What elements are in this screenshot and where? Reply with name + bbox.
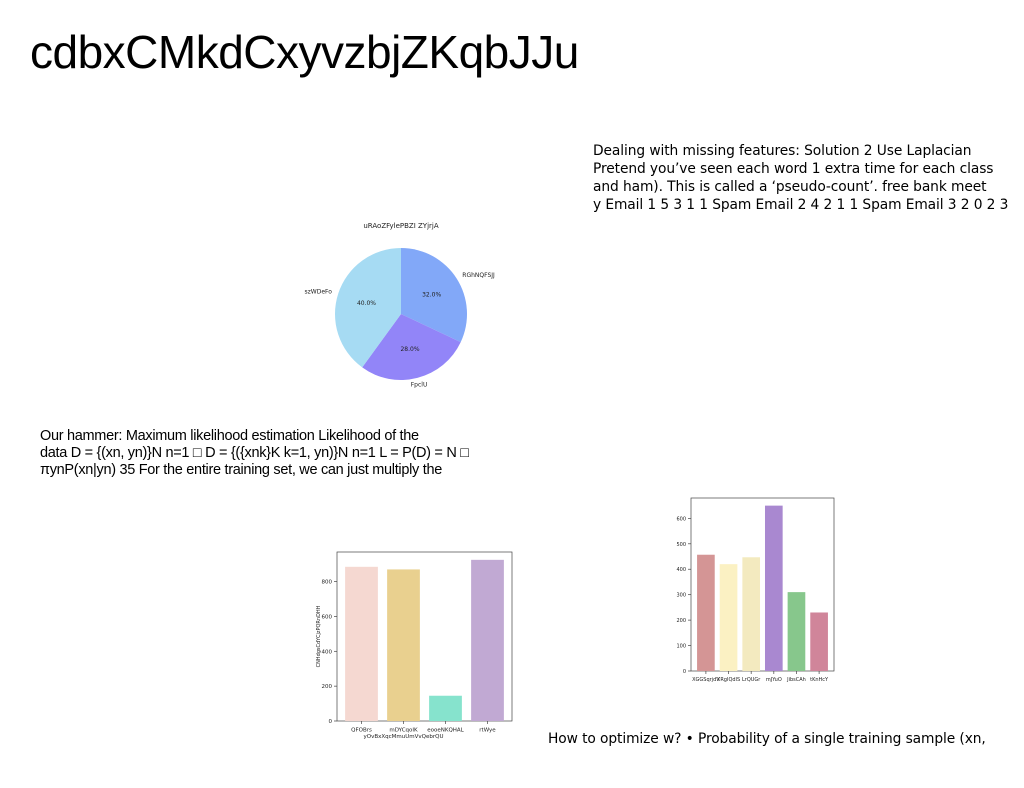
bar (471, 559, 504, 721)
pie-slice (334, 248, 401, 368)
mle-paragraph: Our hammer: Maximum likelihood estimatio… (40, 428, 469, 479)
text-line: data D = {(xn, yn)}N n=1 □ D = {({xnk}K … (40, 445, 469, 461)
x-tick-label: JibsCAh (786, 677, 806, 683)
bar (345, 566, 378, 721)
pie-slice-label: RGhNQFSJJ (462, 272, 495, 279)
text-line: y Email 1 5 3 1 1 Spam Email 2 4 2 1 1 S… (593, 197, 1009, 213)
bar-chart-2-figure: 0 100 200 300 400 500 600 XGGSqrjdV XRgIQdlS LrQU… (670, 494, 840, 686)
y-tick-label: 600 (322, 614, 333, 620)
y-tick-label: 800 (322, 580, 333, 586)
y-tick-label: 0 (683, 669, 686, 675)
x-tick-label: tKnHcY (810, 677, 829, 683)
pie-pct-label: 40.0% (357, 300, 376, 307)
pie-slice (362, 314, 461, 380)
y-tick-label: 500 (676, 542, 686, 548)
text-line: and ham). This is called a ‘pseudo-count… (593, 179, 987, 195)
x-tick-label: rtWye (479, 728, 496, 734)
x-tick-label: QFOBrs (351, 728, 372, 734)
pie-pct-label: 28.0% (400, 346, 419, 353)
page-title: cdbxCMkdCxyvzbjZKqbJJu (30, 26, 579, 78)
y-tick-label: 300 (676, 593, 686, 599)
x-tick-label: LrQUGr (742, 677, 761, 683)
bar (764, 505, 783, 671)
pie-slice-label: FpclU (411, 381, 428, 388)
x-tick-label: XGGSqrjdV (692, 677, 720, 683)
bar (787, 592, 806, 671)
y-tick-label: 400 (676, 567, 686, 573)
pie-slice (401, 248, 467, 343)
text-line: How to optimize w? • Probability of a si… (548, 731, 986, 747)
y-tick-label: 100 (676, 644, 686, 650)
pie-chart: uRAoZFylePBZI ZYjrjA 32.0% RGhNQFSJJ 28.0% F… (305, 222, 496, 388)
text-line: Dealing with missing features: Solution … (593, 143, 972, 159)
laplacian-paragraph: Dealing with missing features: Solution … (593, 142, 1008, 214)
optimize-paragraph: How to optimize w? • Probability of a si… (548, 730, 986, 748)
x-tick-label: yOvBxXqcMmuUmVvQebrQU (364, 734, 444, 740)
pie-title: uRAoZFylePBZI ZYjrjA (363, 222, 438, 230)
text-line: Our hammer: Maximum likelihood estimatio… (40, 428, 419, 444)
bar (429, 695, 462, 721)
x-tick-label: eooeNKQHAL (427, 728, 464, 734)
y-tick-label: 0 (329, 719, 333, 725)
pie-pct-label: 32.0% (422, 292, 441, 299)
bar (387, 569, 420, 721)
y-tick-label: 200 (322, 684, 333, 690)
bar (742, 557, 761, 671)
bar-chart-1-figure: 0 200 400 600 800 CNHdgsCdYCjzPQRnDHH QFOBrs mD… (308, 548, 518, 748)
x-tick-label: mDYCqoIK (389, 728, 418, 734)
text-line: πynP(xn|yn) 35 For the entire training s… (40, 462, 442, 478)
bar (719, 564, 738, 671)
bar (810, 612, 828, 671)
bar-chart-1: 0 200 400 600 800 CNHdgsCdYCjzPQRnDHH QFOBrs mD… (316, 551, 513, 740)
y-tick-label: 400 (322, 649, 333, 655)
plot-frame (690, 497, 835, 672)
y-axis-label: CNHdgsCdYCjzPQRnDHH (316, 605, 322, 667)
y-tick-label: 600 (676, 516, 686, 522)
text-line: Pretend you’ve seen each word 1 extra ti… (593, 161, 994, 177)
plot-frame (336, 551, 513, 722)
x-tick-label: mJYuO (766, 677, 782, 683)
pie-slice-label: szWDeFo (305, 289, 333, 296)
x-tick-label: XRgIQdlS (717, 677, 740, 683)
bar (697, 554, 715, 671)
pie-chart-figure: uRAoZFylePBZI ZYjrjA 32.0% RGhNQFSJJ 28.0% F… (300, 214, 510, 404)
y-tick-label: 200 (676, 618, 686, 624)
